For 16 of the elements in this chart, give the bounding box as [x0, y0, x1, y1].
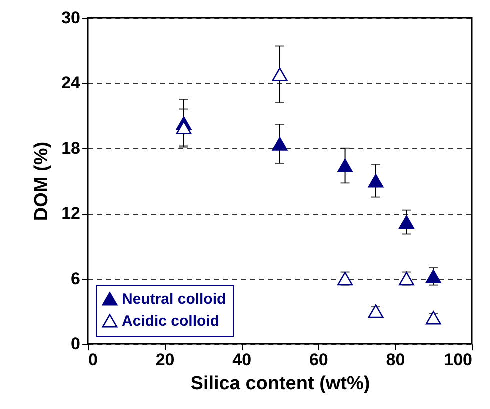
- y-tick-label: 30: [62, 8, 80, 28]
- y-tick-label: 18: [62, 138, 80, 158]
- y-axis-title: DOM (%): [32, 142, 53, 222]
- x-tick-label: 100: [444, 350, 472, 370]
- x-tick-label: 40: [232, 350, 252, 370]
- y-tick-label: 6: [71, 269, 80, 288]
- x-tick-label: 80: [386, 350, 406, 370]
- y-tick-label: 12: [62, 204, 80, 224]
- x-tick-label: 60: [309, 350, 328, 370]
- x-axis-title: Silica content (wt%): [190, 374, 370, 394]
- legend-label: Acidic colloid: [122, 313, 220, 330]
- x-tick-label: 20: [156, 350, 175, 370]
- y-tick-label: 0: [71, 334, 80, 354]
- legend-label: Neutral colloid: [122, 291, 226, 308]
- y-tick-label: 24: [62, 74, 82, 93]
- x-tick-label: 0: [88, 350, 98, 370]
